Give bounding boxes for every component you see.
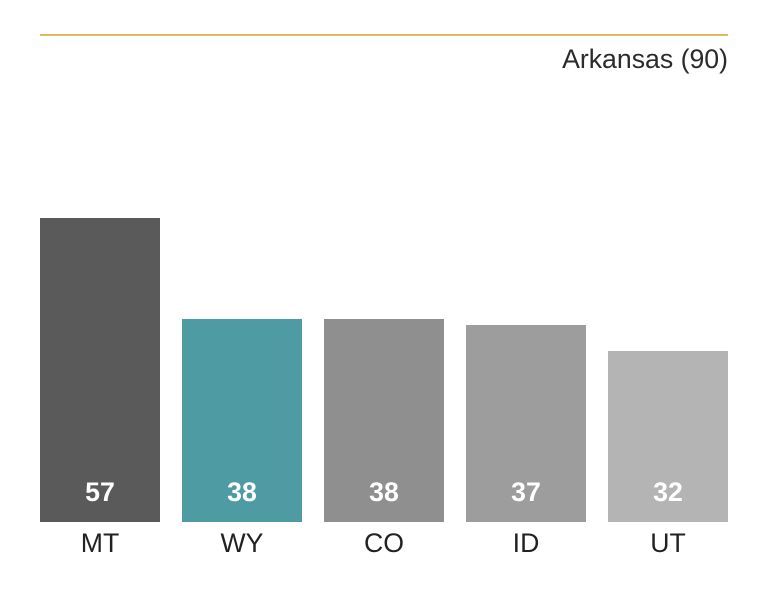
bar-value-label: 38	[227, 477, 257, 522]
reference-annotation: Arkansas (90)	[562, 44, 728, 75]
bar-wy: 38	[182, 319, 302, 522]
bar-value-label: 37	[511, 477, 541, 522]
bar-col-mt: 57 MT	[40, 218, 160, 559]
bar-axis-label: ID	[513, 528, 540, 559]
bar-value-label: 38	[369, 477, 399, 522]
bar-value-label: 32	[653, 477, 683, 522]
bar-value-label: 57	[85, 477, 115, 522]
bar-col-co: 38 CO	[324, 319, 444, 559]
bar-col-wy: 38 WY	[182, 319, 302, 559]
bar-axis-label: CO	[364, 528, 404, 559]
bar-co: 38	[324, 319, 444, 522]
bar-col-ut: 32 UT	[608, 351, 728, 559]
bar-id: 37	[466, 325, 586, 522]
bar-axis-label: MT	[81, 528, 120, 559]
bar-axis-label: WY	[221, 528, 264, 559]
bar-mt: 57	[40, 218, 160, 522]
bar-col-id: 37 ID	[466, 325, 586, 559]
bar-chart: 57 MT 38 WY 38 CO 37 ID 32 UT	[40, 218, 728, 559]
bar-axis-label: UT	[650, 528, 686, 559]
bar-ut: 32	[608, 351, 728, 522]
top-divider	[40, 34, 728, 36]
